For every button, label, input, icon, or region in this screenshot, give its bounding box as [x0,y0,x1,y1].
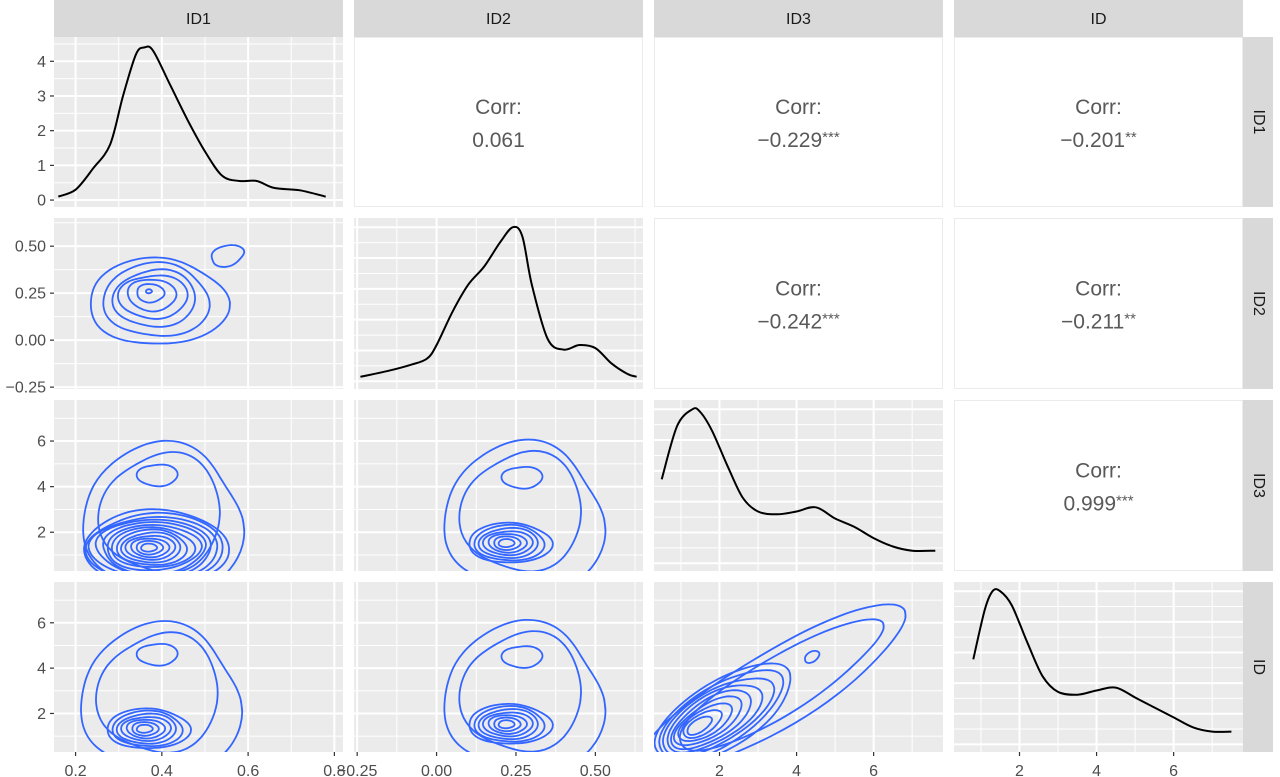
panel-background [654,582,943,752]
corr-value: −0.242*** [757,311,840,334]
facet-strips: ID1 ID2 ID3 ID ID1 ID2 ID3 ID [54,0,1273,752]
panel-id2-id2 [354,218,643,389]
y-tick-label: 6 [37,615,46,632]
row-strip-id1 [1243,37,1273,207]
y-tick-label: 3 [37,88,46,105]
panel-id3-id1 [54,400,343,571]
column-strip-label: ID3 [786,11,811,28]
correlation-panel [954,400,1243,571]
panel-id1-id: Corr: −0.201** [954,37,1243,207]
panel-id-id2 [354,582,643,752]
x-tick-label: 2 [715,763,724,777]
x-tick-label: 0.50 [580,763,611,777]
y-tick-label: 0.50 [15,239,46,256]
y-tick-label: 0 [37,193,46,210]
x-tick-label: −0.25 [337,763,378,777]
row-strip-id [1243,582,1273,752]
correlation-panel [954,218,1243,389]
x-tick-label: 4 [792,763,801,777]
column-strip-label: ID2 [486,11,511,28]
density-contours [89,244,246,345]
panel-background [654,400,943,571]
column-strip-id2 [354,0,643,37]
row-strip-label: ID2 [1250,291,1267,316]
panel-id1-id2: Corr: 0.061 [354,37,643,207]
panel-background [54,582,343,752]
correlation-panel [354,37,643,207]
panel-id-id [954,582,1243,752]
corr-label: Corr: [775,96,822,119]
x-tick-label: 6 [869,763,878,777]
density-curve [360,225,637,378]
column-strip-label: ID [1091,11,1107,28]
panel-grid: Corr:0.061Corr:−0.229***Corr:−0.201**Cor… [54,37,1243,752]
corr-label: Corr: [775,278,822,301]
panel-id-id1 [54,582,343,752]
panel-id3-id2 [354,400,643,571]
row-strip-label: ID1 [1250,110,1267,135]
y-tick-label: 0.25 [15,286,46,303]
column-strip-id [954,0,1243,37]
x-tick-label: 0.25 [500,763,531,777]
x-tick-label: 0.4 [151,763,173,777]
correlation-panel [654,218,943,389]
corr-value: 0.061 [472,129,525,152]
column-strip-id1 [54,0,343,37]
correlation-panel [654,37,943,207]
y-tick-label: 0.00 [15,333,46,350]
panel-id3-id3 [654,400,943,571]
y-tick-label: 4 [37,479,46,496]
x-tick-label: 4 [1092,763,1101,777]
density-curve [660,407,936,553]
y-tick-label: 2 [37,123,46,140]
y-tick-label: −0.25 [6,380,47,397]
corr-value: −0.201** [1060,129,1137,152]
x-tick-label: 0.6 [237,763,259,777]
y-tick-label: 2 [37,525,46,542]
density-contours [443,618,607,752]
density-contours [82,439,246,571]
row-strip-label: ID [1250,659,1267,675]
correlation-panel [954,37,1243,207]
x-tick-label: 0.00 [421,763,452,777]
row-strip-id3 [1243,400,1273,571]
panel-background [54,37,343,207]
corr-label: Corr: [1075,460,1122,483]
corr-value: −0.229*** [757,129,840,152]
panel-id1-id1 [54,37,343,207]
corr-value: −0.211** [1061,311,1136,334]
density-curve [972,588,1232,733]
panel-id2-id3: Corr: −0.242*** [654,218,943,389]
x-tick-label: 6 [1169,763,1178,777]
panel-id1-id3: Corr: −0.229*** [654,37,943,207]
y-tick-label: 4 [37,661,46,678]
panel-background [954,582,1243,752]
y-tick-label: 6 [37,434,46,451]
panel-id-id3 [654,582,943,752]
panel-id2-id1 [54,218,343,389]
x-tick-label: 0.2 [64,763,86,777]
row-strip-label: ID3 [1250,473,1267,498]
corr-label: Corr: [1075,278,1122,301]
column-strip-label: ID1 [186,11,211,28]
y-tick-label: 2 [37,706,46,723]
x-tick-label: 0.8 [323,763,345,777]
row-strip-id2 [1243,218,1273,389]
y-tick-label: 1 [37,158,46,175]
density-curve [57,45,326,198]
column-strip-id3 [654,0,943,37]
panel-id2-id: Corr: −0.211** [954,218,1243,389]
axes: 0 1 2 3 4 −0.25 0.00 0.25 0.50 2 4 6 2 4 6 0.2 0.4 0.6 0.8… [6,54,1179,777]
corr-value: 0.999*** [1063,493,1133,516]
y-tick-label: 4 [37,54,46,71]
panel-id3-id: Corr: 0.999*** [954,400,1243,571]
density-contours [80,620,244,752]
corr-label: Corr: [475,96,522,119]
panel-background [54,400,343,571]
density-contours [654,603,907,752]
density-contours [443,438,607,571]
x-tick-label: 2 [1015,763,1024,777]
corr-label: Corr: [1075,96,1122,119]
